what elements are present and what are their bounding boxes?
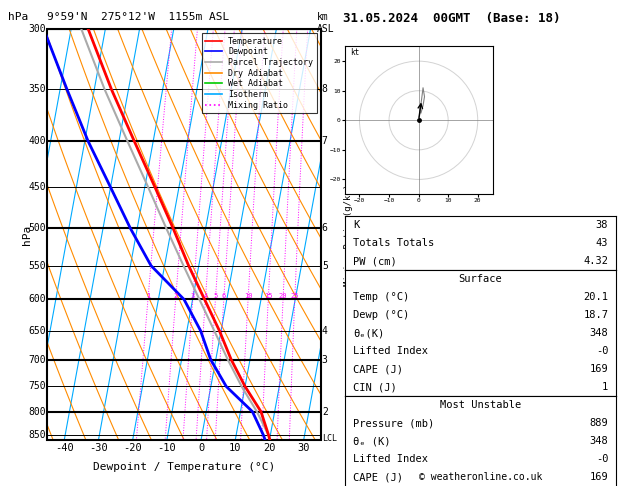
Text: 600: 600 xyxy=(28,295,46,304)
Text: PW (cm): PW (cm) xyxy=(353,256,397,266)
Text: 20: 20 xyxy=(279,294,287,299)
Text: 43: 43 xyxy=(596,238,608,248)
Text: -10: -10 xyxy=(157,443,176,453)
Text: θₑ (K): θₑ (K) xyxy=(353,436,391,446)
Text: 300: 300 xyxy=(28,24,46,34)
Text: Dewpoint / Temperature (°C): Dewpoint / Temperature (°C) xyxy=(93,462,275,472)
Text: 10: 10 xyxy=(244,294,252,299)
Text: Mixing Ratio (g/kg): Mixing Ratio (g/kg) xyxy=(343,183,353,286)
Text: 6: 6 xyxy=(221,294,226,299)
Text: 8: 8 xyxy=(322,84,328,94)
Text: CAPE (J): CAPE (J) xyxy=(353,472,403,482)
Text: kt: kt xyxy=(350,48,360,57)
Text: km
ASL: km ASL xyxy=(317,12,335,34)
Text: 7: 7 xyxy=(322,137,328,146)
Text: 2: 2 xyxy=(322,407,328,417)
Text: Surface: Surface xyxy=(459,274,503,284)
Text: 1: 1 xyxy=(602,382,608,392)
Text: 700: 700 xyxy=(28,355,46,364)
Text: 500: 500 xyxy=(28,224,46,233)
Text: 348: 348 xyxy=(589,328,608,338)
Text: 5: 5 xyxy=(322,260,328,271)
Text: LCL: LCL xyxy=(322,434,337,443)
Text: θₑ(K): θₑ(K) xyxy=(353,328,384,338)
Text: Pressure (mb): Pressure (mb) xyxy=(353,418,434,428)
Legend: Temperature, Dewpoint, Parcel Trajectory, Dry Adiabat, Wet Adiabat, Isotherm, Mi: Temperature, Dewpoint, Parcel Trajectory… xyxy=(202,34,316,113)
Text: 169: 169 xyxy=(589,472,608,482)
Text: 350: 350 xyxy=(28,84,46,94)
Text: Dewp (°C): Dewp (°C) xyxy=(353,310,409,320)
Text: 5: 5 xyxy=(213,294,218,299)
Text: hPa: hPa xyxy=(21,225,31,244)
Text: 650: 650 xyxy=(28,326,46,336)
Text: hPa: hPa xyxy=(8,12,28,22)
Text: 4: 4 xyxy=(322,326,328,336)
Text: 18.7: 18.7 xyxy=(583,310,608,320)
Text: -0: -0 xyxy=(596,346,608,356)
Text: 30: 30 xyxy=(298,443,310,453)
Text: 800: 800 xyxy=(28,407,46,417)
Text: 25: 25 xyxy=(291,294,299,299)
Text: 2: 2 xyxy=(174,294,178,299)
Text: CIN (J): CIN (J) xyxy=(353,382,397,392)
Text: 20: 20 xyxy=(264,443,276,453)
Text: 15: 15 xyxy=(264,294,272,299)
Text: Lifted Index: Lifted Index xyxy=(353,454,428,464)
Text: 750: 750 xyxy=(28,382,46,391)
Text: 400: 400 xyxy=(28,137,46,146)
Text: -30: -30 xyxy=(89,443,108,453)
Text: 10: 10 xyxy=(229,443,242,453)
Text: Totals Totals: Totals Totals xyxy=(353,238,434,248)
Text: 1: 1 xyxy=(146,294,150,299)
Text: 38: 38 xyxy=(596,220,608,230)
Text: 550: 550 xyxy=(28,260,46,271)
Text: 850: 850 xyxy=(28,430,46,440)
Text: Most Unstable: Most Unstable xyxy=(440,400,521,410)
Text: -40: -40 xyxy=(55,443,74,453)
Text: Lifted Index: Lifted Index xyxy=(353,346,428,356)
Text: 450: 450 xyxy=(28,182,46,192)
Text: Temp (°C): Temp (°C) xyxy=(353,292,409,302)
Text: 31.05.2024  00GMT  (Base: 18): 31.05.2024 00GMT (Base: 18) xyxy=(343,12,560,25)
Text: 20.1: 20.1 xyxy=(583,292,608,302)
Text: K: K xyxy=(353,220,359,230)
Text: 0: 0 xyxy=(198,443,204,453)
Text: CAPE (J): CAPE (J) xyxy=(353,364,403,374)
Text: -20: -20 xyxy=(123,443,142,453)
Text: 4.32: 4.32 xyxy=(583,256,608,266)
Text: 6: 6 xyxy=(322,224,328,233)
Text: 3: 3 xyxy=(322,355,328,364)
Text: 4: 4 xyxy=(203,294,208,299)
Text: -0: -0 xyxy=(596,454,608,464)
Text: © weatheronline.co.uk: © weatheronline.co.uk xyxy=(420,472,543,482)
Text: 3: 3 xyxy=(191,294,195,299)
Text: 169: 169 xyxy=(589,364,608,374)
Text: 348: 348 xyxy=(589,436,608,446)
Text: 9°59'N  275°12'W  1155m ASL: 9°59'N 275°12'W 1155m ASL xyxy=(47,12,230,22)
Text: 889: 889 xyxy=(589,418,608,428)
